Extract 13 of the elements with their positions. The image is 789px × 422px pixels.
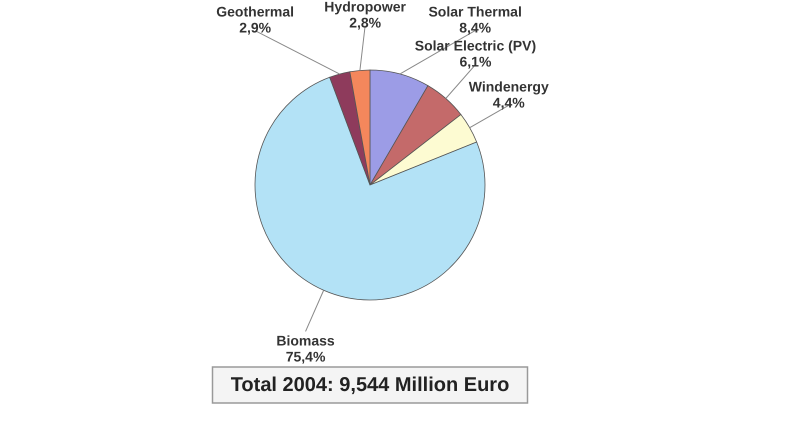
data-label: 4,4% bbox=[492, 94, 526, 110]
data-label: 75,4% bbox=[286, 348, 326, 364]
text: Total 2004: 9,544 Million Euro bbox=[230, 374, 510, 396]
slice-label: Windenergy bbox=[468, 78, 549, 94]
slice-label: Geothermal bbox=[216, 4, 294, 20]
slice-label: Hydropower bbox=[324, 0, 407, 15]
slice-label: Solar Electric (PV) bbox=[414, 38, 536, 54]
data-label: 8,4% bbox=[459, 20, 492, 36]
data-label: 2,9% bbox=[239, 20, 272, 36]
slice-label: Solar Thermal bbox=[428, 4, 522, 20]
data-label: 6,1% bbox=[459, 54, 492, 70]
data-label: 2,8% bbox=[349, 14, 382, 31]
slice-label: Biomass bbox=[276, 332, 335, 348]
